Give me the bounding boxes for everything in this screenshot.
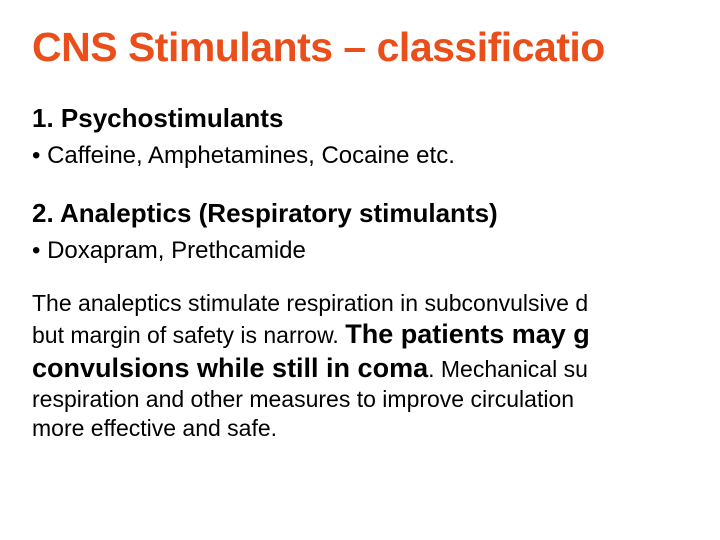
para-line-4: respiration and other measures to improv… xyxy=(32,385,720,414)
section-2-heading: 2. Analeptics (Respiratory stimulants) xyxy=(32,198,720,229)
section-1-heading: 1. Psychostimulants xyxy=(32,103,720,134)
para-line-1: The analeptics stimulate respiration in … xyxy=(32,289,720,318)
para-line-3b: . Mechanical su xyxy=(428,356,588,382)
section-2-bullet: • Doxapram, Prethcamide xyxy=(32,237,720,265)
para-line-2b-emph: The patients may g xyxy=(345,319,590,349)
para-line-2a: but margin of safety is narrow. xyxy=(32,322,345,348)
slide-title: CNS Stimulants – classificatio xyxy=(32,24,720,71)
section-1-bullet: • Caffeine, Amphetamines, Cocaine etc. xyxy=(32,142,720,170)
para-line-3: convulsions while still in coma. Mechani… xyxy=(32,352,720,386)
para-line-2: but margin of safety is narrow. The pati… xyxy=(32,318,720,352)
paragraph: The analeptics stimulate respiration in … xyxy=(32,289,720,443)
para-line-3a-emph: convulsions while still in coma xyxy=(32,353,428,383)
para-line-5: more effective and safe. xyxy=(32,414,720,443)
